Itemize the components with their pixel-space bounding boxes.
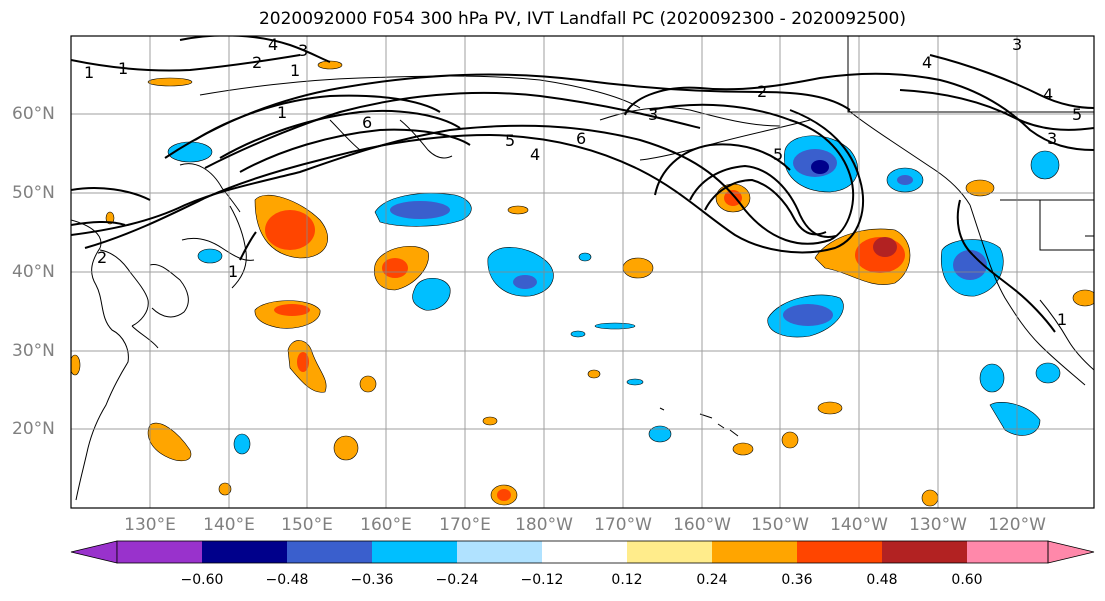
lat-label-50n: 50°N [12,183,55,203]
colorbar-swatch [797,541,883,563]
lon-label: 140°W [830,515,888,535]
contour-label: 6 [576,129,586,148]
lon-label: 140°E [203,515,255,535]
colorbar-tick-label: 0.60 [951,572,983,588]
positive-anomaly-150e-34n [254,300,321,329]
lon-label: 130°E [124,515,176,535]
contour-label: 2 [252,53,262,72]
colorbar-tick-label: 0.36 [781,572,813,588]
contour-label: 4 [922,53,932,72]
contour-label: 1 [228,262,238,281]
lon-label: 150°W [751,515,809,535]
map-frame [70,35,1095,509]
contour-label: 4 [268,35,278,54]
colorbar [70,540,1095,564]
colorbar-tick-label: −0.60 [180,572,224,588]
colorbar-swatch [372,541,458,563]
graticule [71,36,1094,508]
colorbar-extend-left [70,540,118,564]
colorbar-swatch [627,541,713,563]
contour-label: 3 [1012,35,1022,54]
negative-anomaly-gulf-of-alaska [783,135,859,193]
negative-anomaly-small [197,150,1061,455]
negative-anomaly-165e-36n [412,277,451,311]
colorbar-swatch [117,541,203,563]
contour-label: 6 [362,113,372,132]
positive-anomaly-140w-42n [814,228,911,285]
colorbar-frame [116,540,1049,564]
colorbar-tick-label: 0.48 [866,572,898,588]
contour-label: 4 [1043,85,1053,104]
colorbar-swatch [542,541,628,563]
contour-label: 3 [1047,129,1057,148]
positive-anomaly-japan [254,195,329,259]
colorbar-swatch [202,541,288,563]
colorbar-tick-label: −0.12 [520,572,564,588]
colorbar-swatch [882,541,968,563]
contour-label: 2 [757,82,767,101]
lon-label: 160°W [673,515,731,535]
negative-anomaly-bc [886,167,924,193]
lat-label-60n: 60°N [12,104,55,124]
colorbar-swatch [712,541,798,563]
lon-label: 150°E [281,515,333,535]
negative-anomaly-150w-32n [767,294,844,338]
lat-label-40n: 40°N [12,262,55,282]
positive-anomaly-small [71,60,1094,507]
colorbar-tick-label: −0.48 [265,572,309,588]
contour-label-group: 4 3 2 1 1 1 6 5 4 6 2 3 5 3 4 4 5 3 2 1 … [84,35,1082,329]
contour-label: 5 [505,131,515,150]
contour-label: 1 [118,59,128,78]
colorbar-tick-label: 0.24 [696,572,728,588]
lon-label: 170°E [439,515,491,535]
lon-label: 180°W [515,515,573,535]
contour-label: 5 [773,145,783,164]
contour-label: 1 [277,103,287,122]
contour-label: 1 [84,63,94,82]
colorbar-tick-label: −0.36 [350,572,394,588]
pv-contours [71,36,1094,333]
lon-label: 170°W [594,515,652,535]
borders [847,36,1094,251]
negative-anomaly-160e-48n [374,193,472,227]
colorbar-swatch [967,541,1048,563]
contour-label: 1 [1057,310,1067,329]
colorbar-tick-label: 0.12 [611,572,643,588]
lon-label: 160°E [360,515,412,535]
lon-label: 130°W [909,515,967,535]
map-title: 2020092000 F054 300 hPa PV, IVT Landfall… [258,9,906,29]
lon-label: 120°W [988,515,1046,535]
colorbar-tick-label: −0.24 [435,572,479,588]
lat-label-30n: 30°N [12,341,55,361]
colorbar-swatch [457,541,543,563]
contour-label: 3 [298,41,308,60]
colorbar-swatch [287,541,373,563]
contour-label: 1 [290,61,300,80]
positive-anomaly-155w-50n [715,183,751,213]
lat-label-20n: 20°N [12,419,55,439]
contour-label: 4 [530,145,540,164]
contour-label: 5 [1072,105,1082,124]
contour-label: 2 [97,248,107,267]
contour-label: 3 [648,105,658,124]
colorbar-extend-right [1047,540,1095,564]
